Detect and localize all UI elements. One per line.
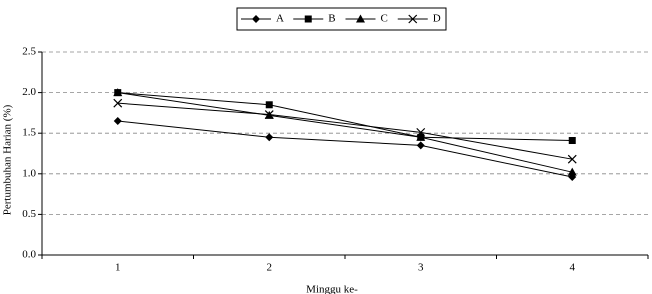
- x-tick-label: 1: [115, 262, 121, 274]
- legend-box: [236, 7, 447, 31]
- y-tick-label: 1.0: [22, 167, 36, 179]
- legend-label: B: [328, 13, 335, 25]
- series-line: [117, 120, 573, 178]
- data-point: [265, 101, 273, 109]
- y-axis-title: Pertumbuhan Harian (%): [2, 104, 14, 215]
- data-point: [416, 141, 425, 150]
- series-line: [117, 92, 573, 142]
- x-tick-label: 4: [570, 262, 576, 274]
- legend-label: A: [276, 13, 284, 25]
- y-tick-label: 2.5: [22, 46, 36, 58]
- y-tick-label: 0.0: [22, 249, 36, 261]
- data-point: [265, 133, 274, 142]
- data-point: [567, 154, 577, 164]
- data-point: [416, 132, 426, 141]
- data-point: [113, 117, 122, 126]
- series-line: [117, 102, 573, 160]
- legend-marker: [304, 15, 312, 23]
- series-line: [117, 92, 573, 173]
- x-tick-label: 2: [267, 262, 273, 274]
- data-point: [113, 88, 123, 97]
- data-point: [568, 137, 576, 145]
- data-point: [416, 127, 426, 137]
- x-axis-title: Minggu ke-: [306, 284, 358, 294]
- legend-marker: [408, 14, 418, 24]
- legend-label: D: [433, 13, 441, 25]
- x-tick-label: 3: [418, 262, 424, 274]
- data-point: [264, 110, 274, 119]
- data-point: [113, 98, 123, 108]
- y-tick-label: 0.5: [22, 208, 36, 220]
- data-point: [567, 167, 577, 176]
- y-tick-label: 1.5: [22, 127, 36, 139]
- legend-marker: [252, 15, 260, 23]
- legend-marker: [356, 14, 365, 23]
- legend-label: C: [381, 13, 388, 25]
- y-tick-label: 2.0: [22, 86, 36, 98]
